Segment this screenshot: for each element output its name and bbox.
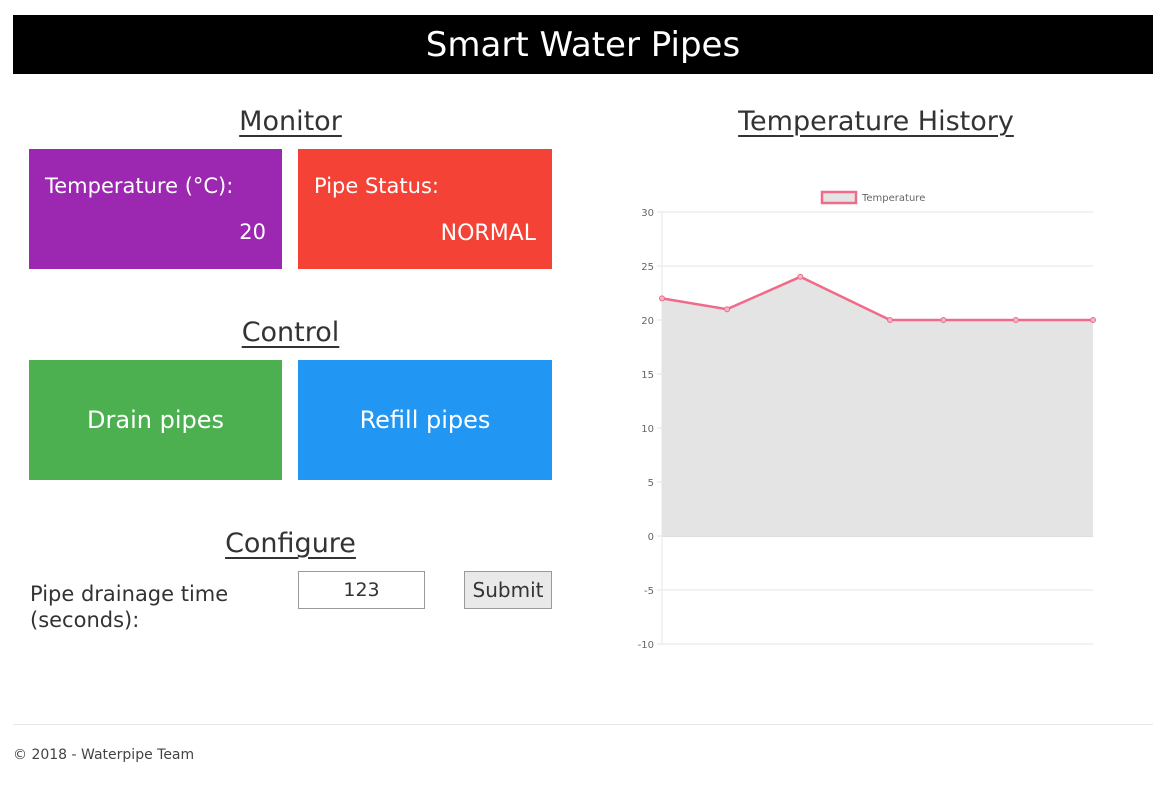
footer-divider [13, 724, 1153, 725]
pipe-status-label: Pipe Status: [314, 174, 439, 198]
y-tick-label: 25 [641, 262, 654, 273]
y-tick-label: 30 [641, 208, 654, 219]
y-tick-label: 10 [641, 424, 654, 435]
data-point [1090, 317, 1096, 323]
drain-pipes-label: Drain pipes [87, 406, 224, 434]
data-point [724, 306, 731, 313]
data-point [886, 317, 893, 323]
page-title: Smart Water Pipes [425, 24, 741, 65]
y-tick-label: 5 [648, 478, 654, 489]
temperature-history-heading: Temperature History [738, 106, 1014, 137]
legend-swatch [820, 190, 858, 205]
pipe-status-value: NORMAL [440, 221, 536, 246]
monitor-heading: Monitor [239, 106, 342, 137]
temperature-value: 20 [239, 220, 266, 244]
temperature-area [662, 276, 1093, 536]
footer-copyright: © 2018 - Waterpipe Team [13, 747, 195, 763]
page-header: Smart Water Pipes [13, 15, 1153, 74]
temperature-history-chart: 30 25 20 15 10 5 0 -5 -10 Temperature [638, 190, 1096, 651]
control-heading: Control [241, 317, 340, 348]
drainage-time-input[interactable] [298, 571, 425, 609]
data-point [940, 317, 947, 323]
y-tick-label: -10 [638, 640, 654, 651]
temperature-tile: Temperature (°C): 20 [29, 149, 282, 269]
data-point [659, 295, 665, 302]
y-tick-label: -5 [644, 586, 654, 597]
y-tick-label: 20 [641, 316, 654, 327]
drainage-time-label: Pipe drainage time (seconds): [30, 582, 229, 632]
refill-pipes-button[interactable]: Refill pipes [298, 360, 552, 480]
y-tick-label: 15 [641, 370, 654, 381]
configure-heading: Configure [225, 528, 356, 559]
temperature-label: Temperature (°C): [45, 174, 234, 198]
drain-pipes-button[interactable]: Drain pipes [29, 360, 282, 480]
data-point [797, 273, 804, 280]
refill-pipes-label: Refill pipes [359, 406, 491, 434]
legend-label: Temperature [861, 193, 925, 204]
data-point [1012, 317, 1019, 323]
submit-button[interactable]: Submit [464, 571, 552, 609]
y-tick-label: 0 [648, 532, 654, 543]
pipe-status-tile: Pipe Status: NORMAL [298, 149, 552, 269]
